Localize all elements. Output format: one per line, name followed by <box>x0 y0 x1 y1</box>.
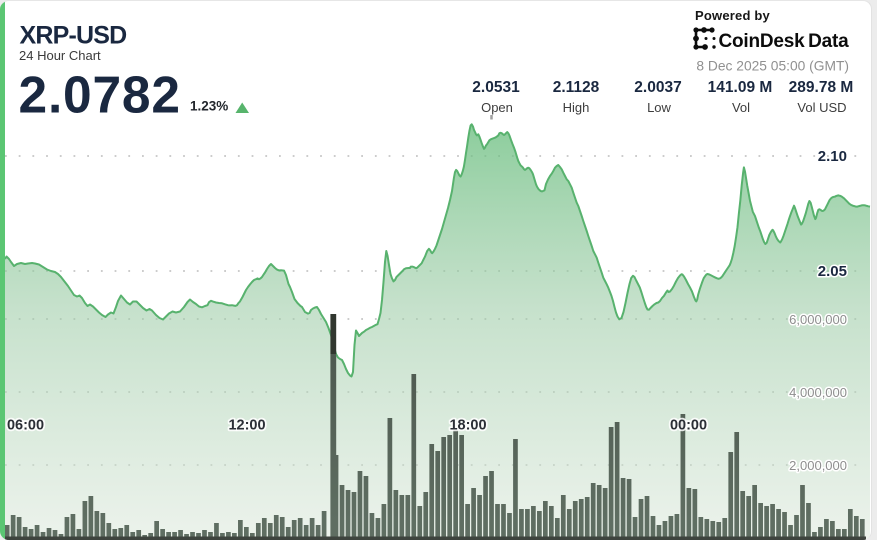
svg-text:289.78 M: 289.78 M <box>789 79 854 96</box>
svg-text:24 Hour Chart: 24 Hour Chart <box>19 48 101 63</box>
svg-text:4,000,000: 4,000,000 <box>789 385 847 400</box>
svg-text:Vol: Vol <box>732 100 750 115</box>
svg-text:2,000,000: 2,000,000 <box>789 458 847 473</box>
svg-text:141.09 M: 141.09 M <box>708 79 773 96</box>
svg-text:2.05: 2.05 <box>818 263 847 280</box>
svg-text:2.1128: 2.1128 <box>553 79 600 96</box>
svg-text:18:00: 18:00 <box>449 418 486 434</box>
svg-text:2.0037: 2.0037 <box>634 79 681 96</box>
svg-text:2.10: 2.10 <box>818 148 847 165</box>
svg-text:Vol USD: Vol USD <box>797 100 846 115</box>
svg-text:1.23%: 1.23% <box>190 99 228 114</box>
svg-text:Powered by: Powered by <box>695 8 771 23</box>
svg-text:6,000,000: 6,000,000 <box>789 312 847 327</box>
svg-text:CoinDesk Data: CoinDesk Data <box>719 31 850 52</box>
svg-text:06:00: 06:00 <box>7 418 44 434</box>
svg-text:2.0782: 2.0782 <box>19 66 181 124</box>
svg-text:12:00: 12:00 <box>228 418 265 434</box>
svg-text:2.0531: 2.0531 <box>472 79 520 96</box>
svg-text:Low: Low <box>647 100 671 115</box>
svg-text:High: High <box>563 100 590 115</box>
svg-text:Open: Open <box>481 100 513 115</box>
svg-text:00:00: 00:00 <box>670 418 707 434</box>
svg-text:8 Dec 2025 05:00 (GMT): 8 Dec 2025 05:00 (GMT) <box>696 59 849 74</box>
svg-text:XRP-USD: XRP-USD <box>20 22 127 50</box>
